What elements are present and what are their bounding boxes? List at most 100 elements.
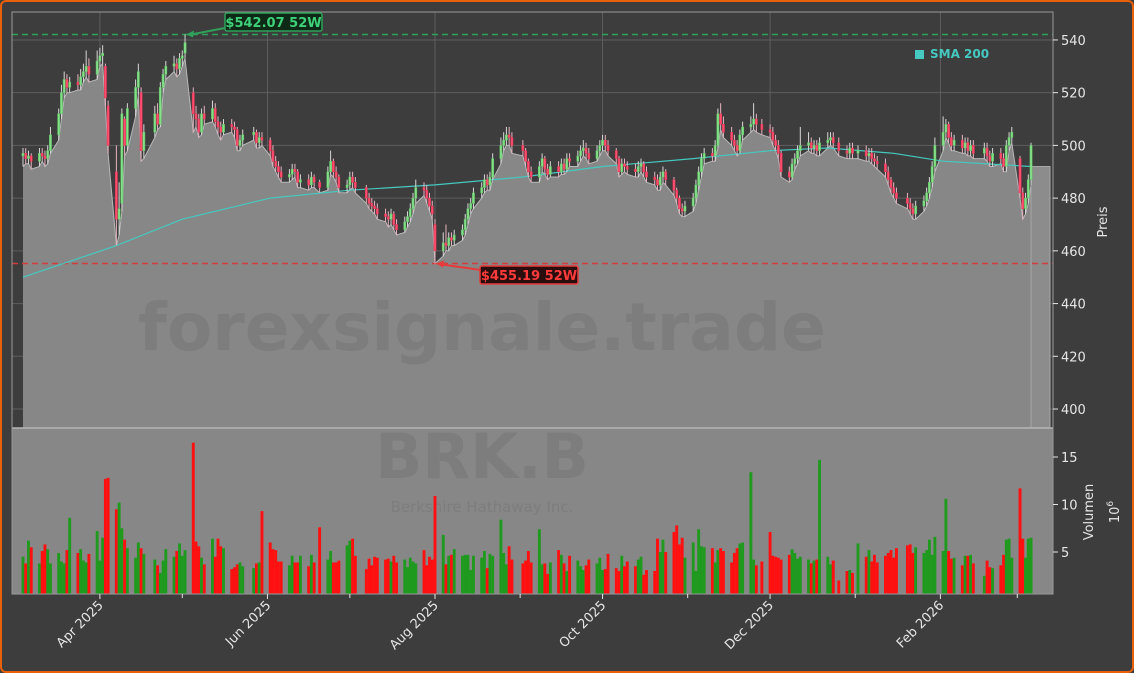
candle-body [441, 242, 445, 252]
volume-bar [677, 544, 681, 594]
volume-bar [233, 567, 236, 594]
volume-bar [537, 529, 541, 594]
volume-bar [125, 548, 129, 594]
volume-bar [175, 551, 179, 594]
volume-bar [944, 498, 948, 594]
volume-tick-label: 10 [1061, 498, 1078, 513]
volume-bar [499, 519, 503, 594]
price-tick-label: 540 [1061, 34, 1086, 49]
candle-body [873, 158, 876, 162]
volume-bar [818, 459, 821, 594]
candle-body [274, 160, 278, 167]
candle-body [793, 158, 797, 165]
volume-bar [161, 560, 165, 594]
volume-bar [153, 559, 157, 594]
candle-body [733, 139, 736, 146]
volume-bar [46, 549, 50, 594]
volume-bar [1026, 538, 1030, 594]
volume-bar [548, 562, 552, 594]
candle-body [963, 142, 967, 149]
volume-bar [510, 559, 514, 594]
candle-body [126, 108, 129, 146]
price-tick-label: 520 [1061, 87, 1086, 102]
volume-bar [480, 557, 484, 594]
volume-bar [524, 560, 528, 594]
volume-bar [353, 555, 357, 594]
volume-bar [504, 564, 508, 594]
candle-body [115, 171, 118, 220]
candle-body [587, 153, 591, 159]
volume-bar [930, 554, 934, 594]
volume-bar [106, 477, 110, 594]
volume-bar [738, 543, 742, 594]
volume-bar [375, 557, 379, 594]
volume-bar [230, 569, 234, 594]
volume-bar [884, 555, 887, 594]
volume-bar [845, 571, 849, 594]
volume-bar [565, 571, 569, 594]
candle-body [288, 174, 291, 178]
volume-bar [367, 558, 371, 594]
candle-body [364, 187, 368, 199]
candle-body [625, 166, 629, 170]
candle-body [969, 145, 972, 151]
candle-body [524, 150, 527, 162]
volume-bar [941, 551, 945, 594]
volume-bar [601, 570, 604, 594]
volume-bar [312, 562, 316, 594]
candle-body [386, 216, 390, 220]
volume-bar [985, 560, 989, 594]
volume-bar [886, 552, 890, 594]
volume-bar [809, 563, 813, 594]
low-price-area [22, 58, 1032, 429]
candle-body [774, 139, 777, 146]
volume-bar [969, 554, 973, 594]
volume-bar [287, 565, 291, 594]
candle-body [104, 66, 107, 99]
volume-bar [702, 547, 706, 594]
volume-bar [178, 543, 181, 594]
candle-body [84, 66, 88, 72]
candle-body [216, 121, 220, 128]
candle-body [87, 66, 91, 75]
volume-bar [450, 554, 453, 594]
volume-bar [870, 561, 874, 594]
candle-body [507, 134, 511, 138]
candle-body [598, 145, 602, 151]
candle-body [1021, 192, 1025, 209]
watermark-ticker: BRK.B [375, 420, 589, 493]
volume-bar [255, 563, 258, 594]
volume-bar [331, 562, 335, 594]
candle-body [845, 150, 849, 154]
candle-body [367, 197, 371, 204]
volume-bars [21, 442, 1033, 594]
volume-bar [386, 558, 390, 594]
candle-body [603, 139, 607, 146]
candle-body [222, 124, 225, 133]
volume-bar [719, 548, 723, 594]
candle-body [664, 171, 668, 180]
candle-body [76, 81, 80, 86]
candle-body [172, 63, 176, 67]
volume-bar [202, 564, 206, 594]
candle-body [414, 187, 418, 199]
volume-bar [639, 556, 643, 594]
volume-bar [117, 502, 121, 594]
candle-body [395, 224, 398, 231]
volume-tick-label: 15 [1061, 451, 1078, 466]
candle-body [642, 163, 646, 173]
candle-body [257, 137, 261, 144]
candle-body [884, 163, 887, 173]
52w-low-arrowhead [435, 260, 444, 268]
volume-bar [656, 538, 659, 594]
candle-body [1007, 137, 1011, 146]
volume-bar [526, 551, 530, 594]
candle-body [233, 126, 236, 130]
volume-bar [444, 564, 448, 594]
volume-bar [892, 557, 896, 594]
candle-body [422, 187, 426, 191]
candle-body [870, 153, 874, 159]
candle-body [293, 168, 297, 173]
volume-bar [428, 556, 431, 594]
volume-bar [831, 560, 835, 594]
